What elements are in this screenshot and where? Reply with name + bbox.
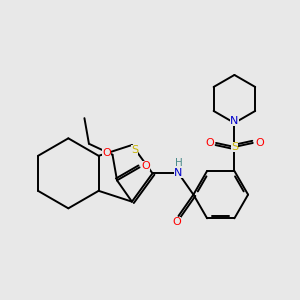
Text: O: O (255, 138, 264, 148)
Text: S: S (231, 142, 238, 152)
Text: S: S (131, 145, 138, 155)
Text: O: O (141, 161, 150, 171)
Text: O: O (205, 138, 214, 148)
Text: N: N (230, 116, 238, 126)
Text: N: N (174, 168, 183, 178)
Text: O: O (102, 148, 111, 158)
Text: O: O (172, 217, 181, 227)
Text: H: H (175, 158, 182, 168)
